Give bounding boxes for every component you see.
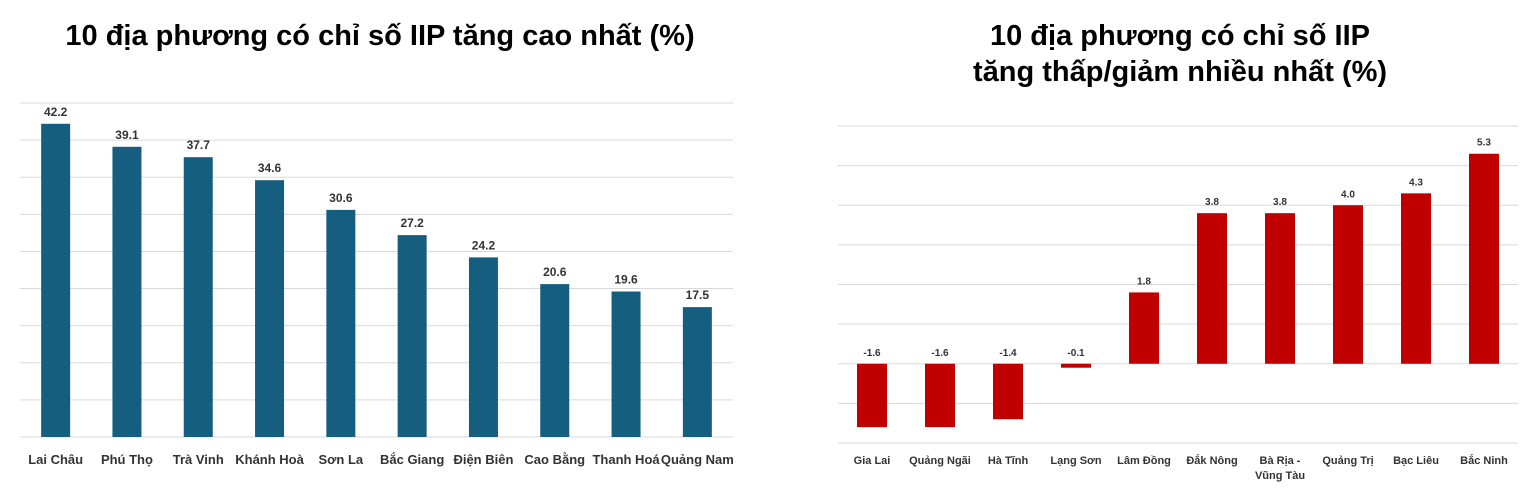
value-label: -0.1 xyxy=(1067,348,1085,359)
bar xyxy=(1129,292,1159,364)
bar xyxy=(468,257,498,437)
bar xyxy=(925,363,955,428)
x-tick-label: Quảng Ngãi xyxy=(909,455,971,467)
bar xyxy=(611,291,641,437)
bar xyxy=(326,209,356,437)
x-tick-label: Phú Thọ xyxy=(100,452,153,467)
x-tick-label: Khánh Hoà xyxy=(235,452,304,467)
value-label: 42.2 xyxy=(44,105,68,119)
bar xyxy=(857,363,887,428)
value-label: 4.0 xyxy=(1341,189,1355,200)
chart-title: 10 địa phương có chỉ số IIP tăng thấp/gi… xyxy=(972,20,1388,88)
x-tick-label: Đắk Nông xyxy=(1186,455,1238,467)
x-tick-label: Sơn La xyxy=(318,452,364,467)
x-tick-label: Bà Rịa - Vũng Tàu xyxy=(1254,455,1306,482)
value-label: 30.6 xyxy=(329,191,353,205)
bar xyxy=(112,146,142,437)
bar xyxy=(41,123,71,437)
bar xyxy=(1469,153,1499,364)
value-label: 4.3 xyxy=(1409,177,1423,188)
bar xyxy=(1333,205,1363,364)
value-label: 20.6 xyxy=(543,265,567,279)
value-label: 5.3 xyxy=(1477,138,1491,149)
value-label: -1.4 xyxy=(999,348,1017,359)
chart-title: 10 địa phương có chỉ số IIP tăng cao nhấ… xyxy=(65,20,695,52)
x-tick-label: Bắc Ninh xyxy=(1460,455,1508,467)
value-label: -1.6 xyxy=(931,348,949,359)
value-label: 24.2 xyxy=(472,238,496,252)
value-label: 34.6 xyxy=(258,161,282,175)
bar xyxy=(1401,193,1431,364)
value-label: 37.7 xyxy=(187,138,211,152)
bar xyxy=(183,157,213,437)
x-tick-label: Cao Bằng xyxy=(524,452,586,467)
value-label: 3.8 xyxy=(1205,197,1219,208)
x-tick-label: Gia Lai xyxy=(853,455,891,467)
x-tick-label: Trà Vinh xyxy=(172,452,224,467)
x-tick-label: Lai Châu xyxy=(28,452,84,467)
x-tick-label: Lâm Đồng xyxy=(1117,455,1171,467)
x-tick-label: Quảng Trị xyxy=(1322,455,1374,467)
bar xyxy=(682,307,712,437)
value-label: 3.8 xyxy=(1273,197,1287,208)
x-tick-label: Quảng Nam xyxy=(660,452,734,467)
value-label: 39.1 xyxy=(115,128,139,142)
bar xyxy=(255,180,285,438)
value-label: 19.6 xyxy=(614,273,638,287)
bar xyxy=(1061,363,1091,368)
bar xyxy=(993,363,1023,420)
x-tick-label: Hà Tĩnh xyxy=(987,455,1029,467)
value-label: 27.2 xyxy=(400,216,424,230)
x-tick-label: Bạc Liêu xyxy=(1393,455,1439,467)
x-tick-label: Bắc Giang xyxy=(379,452,445,467)
value-label: 1.8 xyxy=(1137,276,1151,287)
value-label: 17.5 xyxy=(686,288,710,302)
value-label: -1.6 xyxy=(863,348,881,359)
bar xyxy=(540,284,570,437)
x-tick-label: Thanh Hoá xyxy=(592,452,660,467)
x-tick-label: Điện Biên xyxy=(453,452,514,467)
bar xyxy=(397,235,427,437)
x-tick-label: Lạng Sơn xyxy=(1050,455,1102,467)
bar xyxy=(1197,213,1227,364)
bar xyxy=(1265,213,1295,364)
